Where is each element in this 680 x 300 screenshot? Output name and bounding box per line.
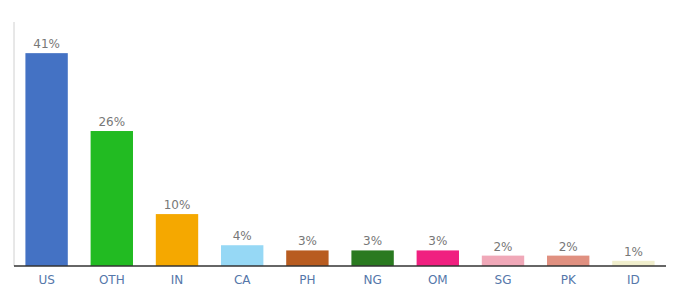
- chart: US OTH IN CA PH NG OM SG PK ID 41% 26% 10% 4% 3% 3% 3% 2%…: [0, 0, 680, 300]
- data-label: 26%: [98, 115, 125, 129]
- data-label: 10%: [164, 198, 191, 212]
- x-tick-label: US: [38, 273, 54, 287]
- bar: [482, 256, 524, 266]
- x-tick-label: NG: [363, 273, 381, 287]
- x-tick-label: OTH: [99, 273, 125, 287]
- bar: [91, 131, 133, 266]
- data-label: 1%: [624, 245, 643, 259]
- x-tick-label: PK: [561, 273, 577, 287]
- x-tick-label: IN: [171, 273, 184, 287]
- chart-container: US OTH IN CA PH NG OM SG PK ID 41% 26% 10% 4% 3% 3% 3% 2%…: [0, 0, 680, 300]
- bars: [25, 53, 654, 266]
- bar: [156, 214, 198, 266]
- x-tick-label: ID: [627, 273, 640, 287]
- bar: [612, 261, 654, 266]
- y-axis-line: [14, 22, 15, 266]
- x-tick-label: PH: [299, 273, 315, 287]
- data-label: 3%: [363, 234, 382, 248]
- x-axis-line: [14, 265, 666, 267]
- bar: [417, 250, 459, 266]
- bar: [25, 53, 67, 266]
- data-label: 3%: [298, 234, 317, 248]
- bar: [221, 245, 263, 266]
- x-tick-label: CA: [234, 273, 251, 287]
- bar: [351, 250, 393, 266]
- data-label: 2%: [493, 240, 512, 254]
- x-tick-label: SG: [495, 273, 512, 287]
- data-label: 41%: [33, 37, 60, 51]
- data-label: 3%: [428, 234, 447, 248]
- data-label: 4%: [233, 229, 252, 243]
- x-tick-label: OM: [428, 273, 448, 287]
- data-label: 2%: [559, 240, 578, 254]
- bar: [547, 256, 589, 266]
- bar: [286, 250, 328, 266]
